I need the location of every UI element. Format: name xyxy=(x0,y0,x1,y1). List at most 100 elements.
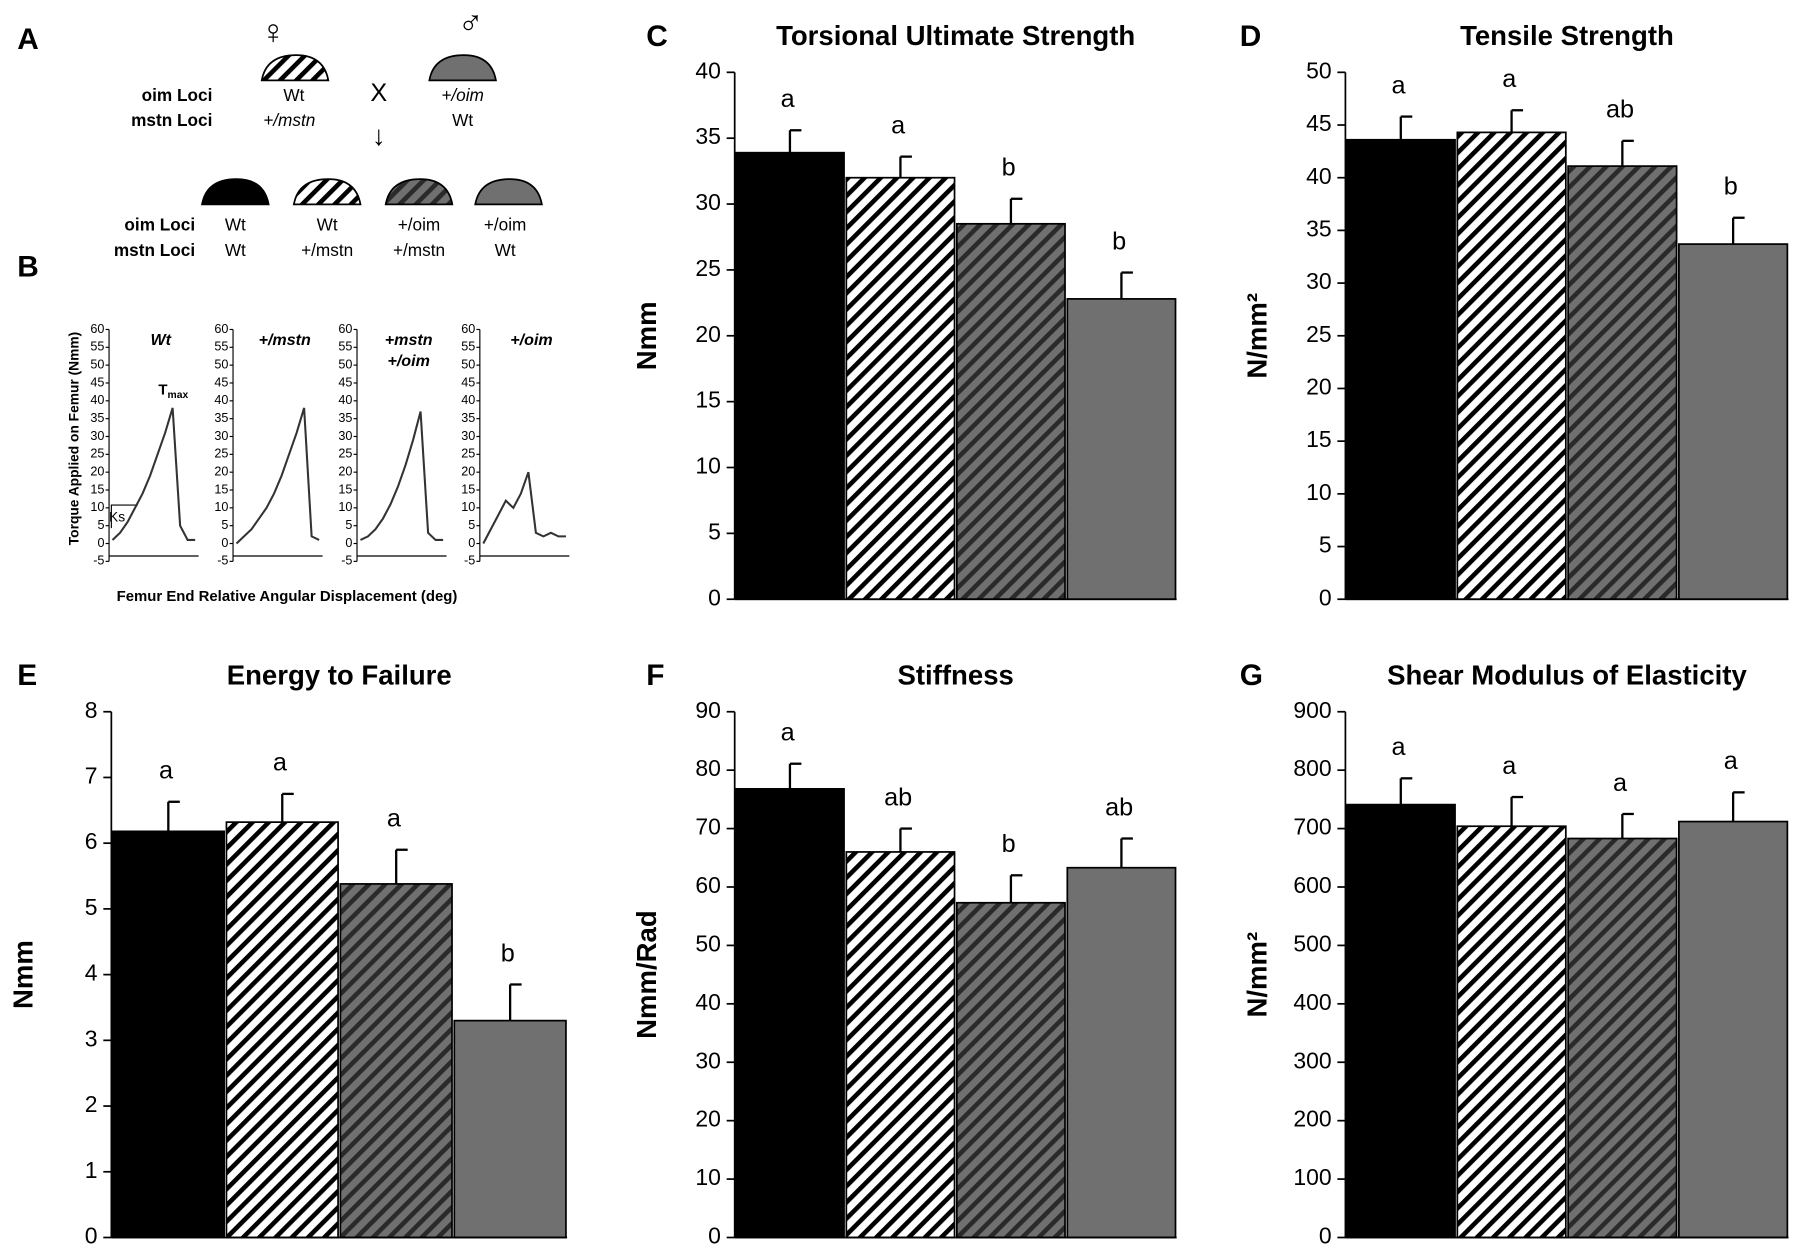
significance-label: b xyxy=(1002,830,1016,858)
error-bar xyxy=(1621,812,1634,839)
y-tick-label: 60 xyxy=(461,322,475,336)
error-bar xyxy=(1399,115,1413,140)
y-tick-label: 5 xyxy=(468,518,475,532)
chart-title: Tensile Strength xyxy=(1460,20,1674,51)
error-bar xyxy=(1120,837,1133,868)
chart-title: Stiffness xyxy=(898,660,1014,691)
error-bar xyxy=(788,762,802,789)
y-tick-label: 40 xyxy=(461,393,475,407)
y-tick-label: 20 xyxy=(338,464,352,478)
y-tick-label: 2 xyxy=(85,1091,98,1117)
genotype: Wt xyxy=(283,85,304,105)
mouse-male xyxy=(428,54,497,82)
y-tick-label: 5 xyxy=(97,518,104,532)
genotype: Wt xyxy=(317,215,338,235)
mouse-offspring xyxy=(201,178,270,206)
significance-label: a xyxy=(387,805,402,833)
error-bar xyxy=(395,848,408,884)
y-tick-label: 35 xyxy=(338,411,352,425)
y-tick-label: 25 xyxy=(214,447,228,461)
panel-label: F xyxy=(646,659,664,692)
bar xyxy=(1456,825,1567,1239)
y-tick-label: 6 xyxy=(85,828,98,854)
y-tick-label: 80 xyxy=(695,755,721,781)
y-tick-label: 0 xyxy=(345,536,352,550)
bar xyxy=(955,222,1066,601)
panel-label: C xyxy=(646,20,668,53)
row-label: mstn Loci xyxy=(131,110,212,130)
y-tick-label: 35 xyxy=(214,411,228,425)
mouse-offspring xyxy=(474,178,543,206)
significance-label: a xyxy=(1502,752,1517,780)
slope-guide xyxy=(110,504,138,529)
y-tick-label: 10 xyxy=(461,500,475,514)
line xyxy=(482,471,566,544)
y-tick-label: 20 xyxy=(214,464,228,478)
y-tick-label: 25 xyxy=(1306,321,1332,347)
y-tick-label: -5 xyxy=(464,554,475,568)
genotype: +/mstn xyxy=(301,240,353,260)
significance-label: a xyxy=(159,757,174,785)
error-bar xyxy=(1009,197,1023,224)
significance-label: a xyxy=(1391,733,1406,761)
y-tick-label: 50 xyxy=(461,357,475,371)
line xyxy=(235,407,320,545)
bar xyxy=(845,851,956,1239)
panel-label: G xyxy=(1240,659,1263,692)
mouse-female xyxy=(260,54,330,82)
error-bar xyxy=(1510,109,1524,133)
y-axis-label: N/mm² xyxy=(1242,932,1273,1018)
genotype: +/oim xyxy=(398,215,441,235)
bar xyxy=(339,883,453,1239)
error-bar xyxy=(167,800,180,832)
bar xyxy=(1066,298,1177,601)
error-bar xyxy=(1731,216,1745,245)
significance-label: a xyxy=(1724,747,1739,775)
y-tick-label: 20 xyxy=(695,321,721,347)
error-bar xyxy=(899,155,912,178)
y-tick-label: 35 xyxy=(461,411,475,425)
y-tick-label: 45 xyxy=(1306,110,1332,136)
genotype: +/oim xyxy=(484,215,527,235)
y-axis-label: Torque Applied on Femur (Nmm) xyxy=(66,332,81,545)
y-tick-label: -5 xyxy=(93,554,104,568)
y-axis-label: N/mm² xyxy=(1242,293,1273,379)
y-tick-label: 50 xyxy=(90,357,104,371)
y-tick-label: 30 xyxy=(461,429,475,443)
error-bar xyxy=(1399,777,1413,805)
genotype: Wt xyxy=(225,215,246,235)
y-tick-label: 15 xyxy=(214,482,228,496)
significance-label: a xyxy=(891,111,906,139)
significance-label: b xyxy=(501,939,515,967)
significance-label: a xyxy=(1613,769,1628,797)
y-tick-label: 15 xyxy=(90,482,104,496)
bar xyxy=(1567,165,1678,601)
y-tick-label: 5 xyxy=(708,518,721,544)
y-tick-label: 10 xyxy=(90,500,104,514)
significance-label: a xyxy=(273,749,288,777)
y-tick-label: 15 xyxy=(338,482,352,496)
error-bar xyxy=(1510,795,1524,827)
y-tick-label: 90 xyxy=(695,697,721,723)
mouse-offspring xyxy=(384,178,454,206)
bar xyxy=(453,1019,567,1239)
y-tick-label: 10 xyxy=(1306,479,1332,505)
y-tick-label: 200 xyxy=(1293,1106,1331,1132)
y-tick-label: 50 xyxy=(1306,57,1332,83)
y-tick-label: 100 xyxy=(1293,1164,1331,1190)
chart-title: +/mstn xyxy=(259,331,311,349)
y-tick-label: 700 xyxy=(1293,814,1331,840)
y-tick-label: 15 xyxy=(461,482,475,496)
y-tick-label: 30 xyxy=(338,429,352,443)
error-bar xyxy=(788,129,802,153)
chart-title: Shear Modulus of Elasticity xyxy=(1387,660,1747,691)
y-tick-label: 5 xyxy=(1319,532,1332,558)
chart-title: +/oim xyxy=(510,331,552,349)
y-tick-label: 40 xyxy=(695,57,721,83)
offspring-labels: Wt Wt Wt +/mstn +/oim +/mstn +/oim Wt xyxy=(225,215,527,260)
y-tick-label: 55 xyxy=(338,340,352,354)
y-tick-label: 5 xyxy=(221,518,228,532)
y-tick-label: 300 xyxy=(1293,1047,1331,1073)
y-tick-label: 50 xyxy=(695,930,721,956)
error-bar xyxy=(281,792,294,823)
